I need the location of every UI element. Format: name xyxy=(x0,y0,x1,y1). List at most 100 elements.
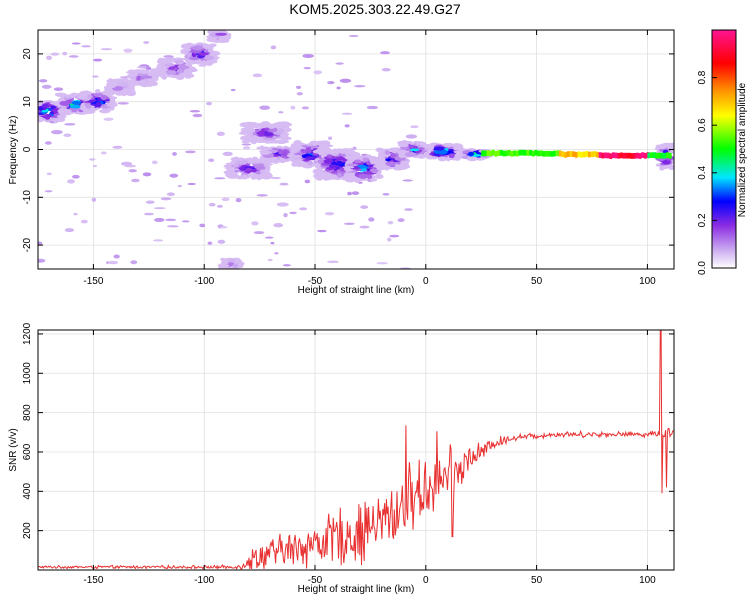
spectrogram-faint-cell xyxy=(353,85,366,88)
spectrogram-line-cell xyxy=(652,152,656,158)
spectrogram-cell xyxy=(218,26,229,29)
spectrogram-line-cell xyxy=(595,151,599,158)
spectrogram-cell xyxy=(337,172,343,178)
spectrogram-line-cell xyxy=(627,152,631,159)
spectrogram-cell xyxy=(281,137,289,142)
spectrogram-faint-cell xyxy=(302,53,314,59)
spectrogram-faint-cell xyxy=(402,179,413,182)
spectrogram-cell xyxy=(344,177,356,183)
spectrogram-line-cell xyxy=(650,152,654,159)
spectrogram-cell xyxy=(161,70,167,76)
spectrogram-cell xyxy=(166,69,177,76)
spectrogram-line-cell xyxy=(572,151,576,158)
spectrogram-faint-cell xyxy=(216,131,225,137)
spectrogram-cell xyxy=(276,128,284,134)
spectrogram-cell xyxy=(238,174,249,180)
spectrogram-cell xyxy=(381,165,387,170)
spectrogram-line-cell xyxy=(564,152,568,158)
spectrogram-cell xyxy=(332,174,339,179)
spectrogram-faint-cell xyxy=(91,197,97,202)
spectrogram-faint-cell xyxy=(185,150,196,154)
spectrogram-cell xyxy=(405,148,411,151)
spectrogram-cell xyxy=(100,95,108,101)
spectrogram-cell xyxy=(427,145,434,151)
snr-x-tick-label: -150 xyxy=(83,575,103,586)
spectrogram-faint-cell xyxy=(199,223,206,228)
spectrogram-line-cell xyxy=(491,149,495,156)
spectrogram-faint-cell xyxy=(53,87,64,92)
spectrogram-cell xyxy=(266,165,271,170)
spectrogram-line-cell xyxy=(617,152,621,159)
spectrogram-cell xyxy=(374,174,384,180)
spectrogram-line-cell xyxy=(588,151,592,158)
spectrogram-cell xyxy=(188,57,200,61)
spectrogram-cell xyxy=(126,81,138,85)
spectrogram-cell xyxy=(256,122,269,129)
spectrogram-faint-cell xyxy=(360,205,369,209)
spectrogram-faint-cell xyxy=(123,48,133,53)
spectrogram-line-cell xyxy=(633,153,637,159)
spectrogram-faint-cell xyxy=(278,111,284,114)
spectrogram-cell xyxy=(290,149,299,154)
spectrogram-cell xyxy=(412,145,418,150)
spectrogram-faint-cell xyxy=(296,92,303,96)
spectrogram-faint-cell xyxy=(71,174,80,179)
spectrogram-cell xyxy=(311,140,318,144)
spectrogram-cell xyxy=(369,178,378,182)
spectrogram-y-tick-label: 0 xyxy=(22,146,33,152)
spectrogram-cell xyxy=(317,141,327,146)
colorbar-ticks: 0.0 0.2 0.4 0.6 0.8 xyxy=(697,70,717,275)
spectrogram-cell xyxy=(369,168,379,173)
spectrogram-cell xyxy=(252,125,260,129)
snr-series-line xyxy=(38,330,674,570)
spectrogram-cell xyxy=(437,149,448,155)
spectrogram-faint-cell xyxy=(145,66,152,71)
spectrogram-faint-cell xyxy=(242,146,251,150)
spectrogram-faint-cell xyxy=(144,212,154,216)
spectrogram-cell xyxy=(85,104,92,109)
snr-y-tick-label: 1200 xyxy=(22,322,33,345)
spectrogram-cell xyxy=(346,163,358,167)
spectrogram-faint-cell xyxy=(336,86,341,90)
spectrogram-faint-cell xyxy=(38,258,46,263)
spectrogram-cell xyxy=(318,174,331,178)
spectrogram-line-cell xyxy=(561,151,565,158)
spectrogram-faint-cell xyxy=(187,182,196,185)
spectrogram-faint-cell xyxy=(117,102,129,105)
spectrogram-faint-cell xyxy=(108,260,119,265)
spectrogram-y-ticks: -20 -10 0 10 20 xyxy=(22,48,674,252)
spectrogram-line-cell xyxy=(641,152,645,158)
spectrogram-x-tick-label: -50 xyxy=(308,276,323,287)
spectrogram-cell xyxy=(291,159,302,164)
spectrogram-line-cell xyxy=(643,152,647,159)
spectrogram-faint-cell xyxy=(91,75,99,78)
spectrogram-faint-cell xyxy=(41,84,52,89)
spectrogram-cell xyxy=(307,160,313,166)
spectrogram-line-cell xyxy=(593,151,597,157)
spectrogram-cell xyxy=(238,131,250,135)
spectrogram-faint-cell xyxy=(387,220,394,225)
spectrogram-x-tick-label: 0 xyxy=(423,276,429,287)
spectrogram-cell xyxy=(660,165,670,170)
spectrogram-line-cell xyxy=(580,151,584,158)
spectrogram-faint-cell xyxy=(348,34,359,38)
spectrogram-line-cell xyxy=(534,149,538,156)
spectrogram-cell xyxy=(415,154,427,159)
spectrogram-line-cell xyxy=(537,150,541,157)
spectrogram-line-cell xyxy=(668,152,672,159)
spectrogram-cell xyxy=(60,108,72,114)
spectrogram-cell xyxy=(45,116,51,120)
snr-y-ticks: 200 400 600 800 1000 1200 xyxy=(22,322,674,539)
spectrogram-cell xyxy=(256,146,268,150)
spectrogram-cell xyxy=(384,150,390,155)
spectrogram-line-cell xyxy=(521,149,525,156)
spectrogram-faint-cell xyxy=(208,158,215,163)
spectrogram-cell xyxy=(232,263,239,269)
snr-x-tick-label: 100 xyxy=(639,575,656,586)
spectrogram-cell xyxy=(162,59,172,64)
spectrogram-line-cell xyxy=(609,153,613,160)
spectrogram-cell xyxy=(368,164,374,168)
spectrogram-line-cell xyxy=(526,150,530,156)
spectrogram-faint-cell xyxy=(327,260,339,264)
spectrogram-faint-cell xyxy=(230,88,236,92)
